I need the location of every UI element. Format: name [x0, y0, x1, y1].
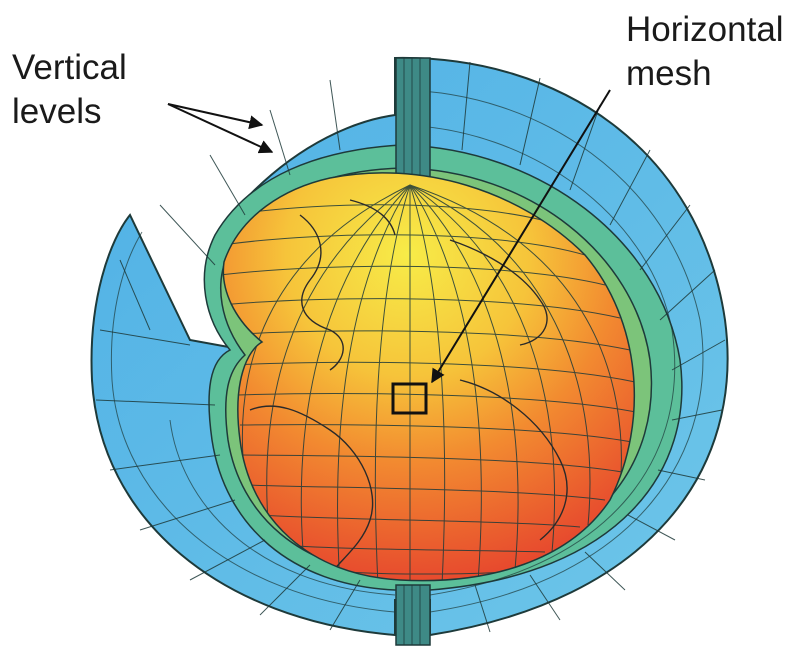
horizontal-mesh-label: Horizontal mesh [626, 8, 784, 96]
vertical-levels-line2: levels [12, 92, 102, 131]
vertical-levels-arrow-2 [167, 103, 274, 154]
horizontal-mesh-line2: mesh [626, 54, 712, 93]
vertical-levels-label: Vertical levels [12, 46, 127, 134]
vertical-levels-arrow-1 [167, 103, 264, 130]
highlighted-mesh-cell [391, 382, 428, 415]
annotation-arrows [167, 89, 611, 384]
horizontal-mesh-arrow [431, 89, 611, 384]
globe-core [222, 172, 636, 582]
vertical-levels-line1: Vertical [12, 48, 127, 87]
horizontal-mesh-line1: Horizontal [626, 10, 784, 49]
